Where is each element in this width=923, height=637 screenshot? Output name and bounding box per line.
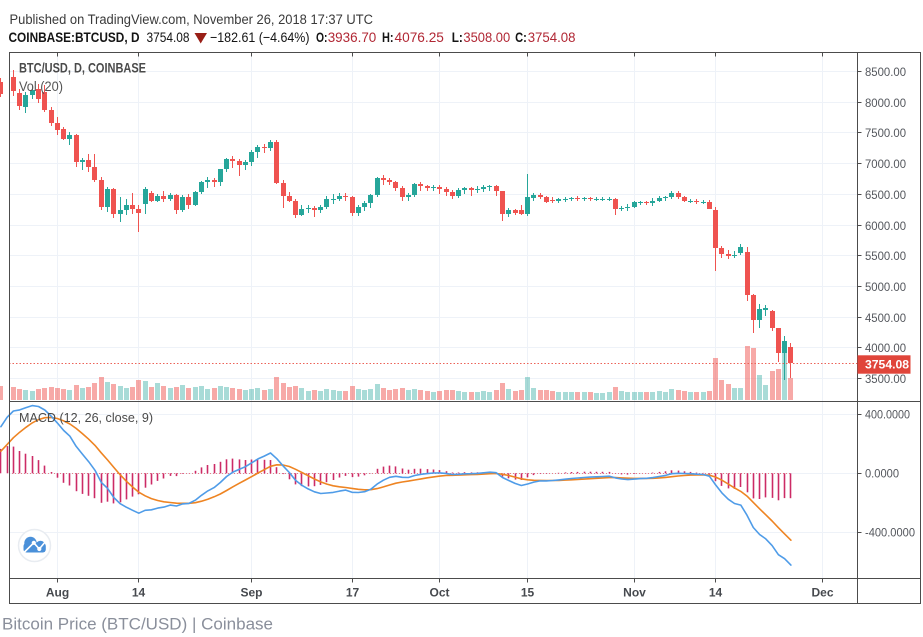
svg-text:Sep: Sep (240, 586, 262, 600)
svg-text:H:: H: (382, 29, 394, 45)
svg-text:14: 14 (709, 586, 723, 600)
svg-text:Vol (20): Vol (20) (19, 79, 63, 94)
svg-text:3754.08: 3754.08 (528, 29, 576, 45)
svg-text:7000.00: 7000.00 (865, 157, 906, 171)
svg-text:Nov: Nov (623, 586, 646, 600)
svg-text:8000.00: 8000.00 (865, 96, 906, 110)
svg-text:Aug: Aug (46, 586, 69, 600)
svg-text:O:: O: (316, 29, 328, 45)
svg-text:COINBASE:BTCUSD, D: COINBASE:BTCUSD, D (9, 29, 140, 45)
svg-text:Dec: Dec (811, 586, 833, 600)
svg-text:Published on TradingView.com,: Published on TradingView.com, November 2… (10, 12, 374, 27)
svg-text:BTC/USD, D, COINBASE: BTC/USD, D, COINBASE (19, 61, 146, 76)
svg-text:Oct: Oct (429, 586, 449, 600)
svg-text:5500.00: 5500.00 (865, 249, 906, 263)
svg-text:6000.00: 6000.00 (865, 219, 906, 233)
svg-text:6500.00: 6500.00 (865, 188, 906, 202)
svg-text:14: 14 (132, 586, 146, 600)
svg-text:4000.00: 4000.00 (865, 341, 906, 355)
svg-text:3936.70: 3936.70 (328, 29, 377, 45)
svg-text:L:: L: (452, 29, 463, 45)
svg-text:3754.08: 3754.08 (865, 358, 909, 372)
svg-text:4076.25: 4076.25 (395, 29, 445, 45)
svg-text:0.0000: 0.0000 (865, 467, 899, 481)
svg-text:15: 15 (521, 586, 535, 600)
svg-text:8500.00: 8500.00 (865, 65, 906, 79)
svg-text:4500.00: 4500.00 (865, 311, 906, 325)
svg-text:Bitcoin Price (BTC/USD) | Coin: Bitcoin Price (BTC/USD) | Coinbase (2, 616, 273, 634)
svg-text:C:: C: (515, 29, 527, 45)
svg-text:-400.0000: -400.0000 (865, 526, 915, 540)
svg-text:17: 17 (346, 586, 360, 600)
svg-text:7500.00: 7500.00 (865, 126, 906, 140)
svg-text:MACD (12, 26, close, 9): MACD (12, 26, close, 9) (19, 410, 153, 425)
svg-text:3500.00: 3500.00 (865, 372, 906, 386)
svg-text:5000.00: 5000.00 (865, 280, 906, 294)
svg-text:400.0000: 400.0000 (865, 408, 910, 422)
svg-text:3754.08: 3754.08 (147, 29, 190, 45)
svg-text:3508.00: 3508.00 (463, 29, 510, 45)
svg-text:−182.61 (−4.64%): −182.61 (−4.64%) (210, 29, 310, 45)
